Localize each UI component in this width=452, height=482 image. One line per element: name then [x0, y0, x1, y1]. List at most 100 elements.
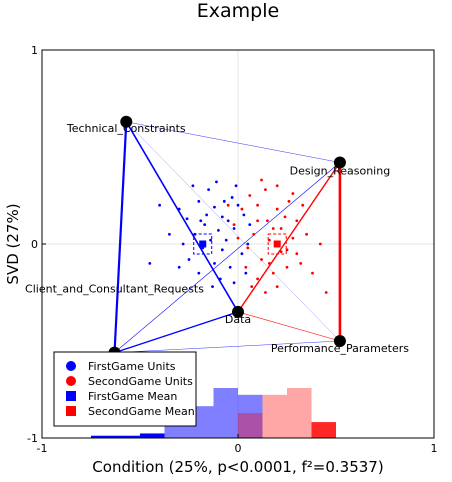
- axis-ticks: -1-1 0 0 1 1: [27, 44, 437, 455]
- second-unit-point-5: [285, 265, 289, 269]
- second-unit-point-0: [256, 203, 259, 207]
- hist-bar-first-0: [91, 435, 116, 438]
- histogram: [91, 388, 336, 438]
- first-unit-point-12: [209, 238, 212, 242]
- second-unit-point-24: [271, 227, 275, 230]
- chart-title: Example: [197, 0, 279, 22]
- first-unit-point-37: [199, 219, 203, 223]
- second-unit-point-20: [232, 223, 236, 227]
- first-unit-point-3: [207, 188, 211, 192]
- second-unit-point-12: [256, 277, 259, 281]
- first-unit-point-31: [211, 285, 214, 289]
- node-performance-parameters: [333, 335, 346, 347]
- second-unit-point-27: [279, 250, 283, 254]
- hist-bar-first-5: [213, 388, 238, 438]
- first-mean-marker: [199, 240, 207, 248]
- hist-bar-first-1: [115, 435, 140, 438]
- first-unit-point-35: [222, 199, 226, 203]
- second-unit-point-3: [291, 236, 295, 240]
- first-unit-point-26: [191, 184, 195, 188]
- first-unit-point-25: [205, 213, 209, 217]
- legend: FirstGame Units SecondGame Units FirstGa…: [53, 351, 197, 427]
- second-unit-point-38: [324, 291, 328, 294]
- y-tick-label-0: -1: [27, 432, 38, 445]
- first-unit-point-7: [236, 203, 240, 207]
- second-unit-point-1: [266, 219, 269, 223]
- network-edge-1: [125, 121, 239, 313]
- first-unit-point-16: [232, 227, 236, 230]
- second-unit-point-6: [271, 271, 275, 275]
- second-unit-point-30: [226, 203, 230, 207]
- first-unit-point-1: [185, 217, 189, 221]
- first-unit-point-17: [242, 213, 246, 217]
- node-label-performance-parameters: Performance_Parameters: [271, 342, 409, 355]
- first-unit-point-21: [197, 271, 201, 275]
- x-tick-label-1: 0: [235, 442, 242, 455]
- node-technical-constraints: [120, 115, 133, 128]
- second-unit-point-7: [260, 258, 263, 261]
- hist-bar-second-8: [287, 388, 312, 438]
- second-unit-point-34: [285, 248, 289, 252]
- first-unit-point-38: [148, 262, 152, 265]
- network-edge-2: [113, 121, 128, 353]
- second-unit-point-35: [236, 236, 240, 240]
- first-unit-point-22: [218, 277, 222, 281]
- first-unit-point-30: [246, 242, 250, 246]
- network-edge-3: [126, 121, 340, 342]
- node-design-reasoning: [333, 156, 346, 169]
- legend-first-units-marker: [66, 361, 76, 371]
- network-edges: [113, 121, 342, 354]
- node-label-client-and-consultant-requests: Client_and_Consultant_Requests: [25, 283, 204, 296]
- first-unit-point-6: [230, 196, 234, 199]
- first-unit-point-11: [226, 219, 230, 223]
- legend-second-mean-marker: [66, 406, 76, 416]
- second-unit-point-21: [287, 199, 291, 203]
- first-unit-point-19: [213, 262, 216, 265]
- network-edge-8: [237, 311, 341, 342]
- first-unit-point-0: [177, 207, 181, 211]
- first-unit-point-29: [232, 281, 236, 285]
- second-unit-point-36: [301, 203, 305, 207]
- network-edge-5: [237, 162, 341, 313]
- node-data: [232, 305, 244, 318]
- second-unit-point-31: [318, 242, 322, 246]
- second-unit-point-17: [248, 194, 252, 197]
- first-unit-point-5: [220, 215, 224, 219]
- legend-second-units-label: SecondGame Units: [88, 375, 193, 388]
- legend-second-units-marker: [66, 376, 76, 386]
- second-unit-point-29: [264, 291, 267, 294]
- first-unit-point-27: [215, 180, 218, 184]
- second-unit-point-33: [250, 285, 254, 289]
- hist-bar-second-9: [311, 422, 336, 438]
- network-edge-7: [114, 311, 239, 354]
- first-unit-point-8: [203, 223, 207, 227]
- first-unit-point-23: [240, 252, 244, 256]
- second-unit-point-37: [267, 262, 271, 265]
- hist-bar-second-7: [262, 394, 287, 438]
- second-unit-point-26: [256, 219, 259, 223]
- first-unit-point-33: [234, 184, 238, 188]
- second-unit-point-18: [275, 285, 279, 289]
- first-unit-point-10: [217, 229, 220, 232]
- legend-first-mean-label: FirstGame Mean: [88, 390, 177, 403]
- network-edge-9: [114, 340, 340, 353]
- unit-points: [148, 178, 328, 294]
- second-unit-point-9: [252, 232, 256, 236]
- first-unit-point-32: [177, 265, 181, 269]
- y-tick-label-1: 0: [31, 238, 38, 251]
- network-edge-0: [126, 121, 340, 163]
- first-unit-point-36: [158, 203, 162, 207]
- second-mean-marker: [273, 240, 281, 248]
- first-unit-point-18: [187, 258, 191, 261]
- node-label-data: Data: [225, 313, 251, 326]
- y-axis-label: SVD (27%): [4, 203, 22, 284]
- node-label-design-reasoning: Design_Reasoning: [290, 165, 391, 178]
- second-unit-point-19: [260, 178, 263, 182]
- x-tick-label-0: -1: [37, 442, 48, 455]
- first-unit-point-20: [228, 265, 232, 269]
- second-unit-point-8: [246, 246, 250, 250]
- network-nodes: Technical_Constraints Design_Reasoning Per…: [25, 115, 409, 359]
- first-mean-ci-box: [193, 233, 213, 255]
- x-axis-label: Condition (25%, p<0.0001, f²=0.3537): [92, 458, 383, 476]
